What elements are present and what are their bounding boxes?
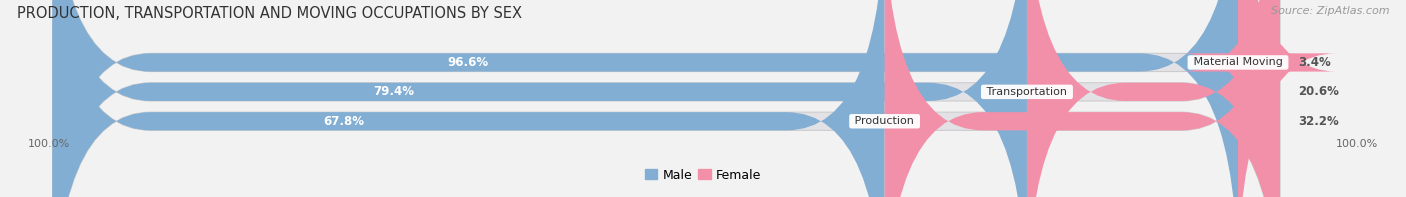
Text: 100.0%: 100.0% <box>1336 139 1378 150</box>
Text: 96.6%: 96.6% <box>447 56 488 69</box>
Text: Material Moving: Material Moving <box>1189 58 1286 67</box>
FancyBboxPatch shape <box>52 0 1279 197</box>
FancyBboxPatch shape <box>52 0 1279 197</box>
Text: Production: Production <box>852 116 918 126</box>
Text: 79.4%: 79.4% <box>373 85 415 98</box>
Text: 100.0%: 100.0% <box>28 139 70 150</box>
FancyBboxPatch shape <box>52 0 1026 197</box>
FancyBboxPatch shape <box>52 0 1279 197</box>
Text: 32.2%: 32.2% <box>1298 115 1339 128</box>
Text: 20.6%: 20.6% <box>1298 85 1339 98</box>
Text: 3.4%: 3.4% <box>1298 56 1331 69</box>
FancyBboxPatch shape <box>1026 0 1279 197</box>
Legend: Male, Female: Male, Female <box>640 164 766 187</box>
Text: Transportation: Transportation <box>983 87 1071 97</box>
Text: Source: ZipAtlas.com: Source: ZipAtlas.com <box>1271 6 1389 16</box>
Text: PRODUCTION, TRANSPORTATION AND MOVING OCCUPATIONS BY SEX: PRODUCTION, TRANSPORTATION AND MOVING OC… <box>17 6 522 21</box>
FancyBboxPatch shape <box>52 0 1239 197</box>
Text: 67.8%: 67.8% <box>323 115 364 128</box>
FancyBboxPatch shape <box>884 0 1279 197</box>
FancyBboxPatch shape <box>52 0 884 197</box>
FancyBboxPatch shape <box>1181 0 1336 197</box>
